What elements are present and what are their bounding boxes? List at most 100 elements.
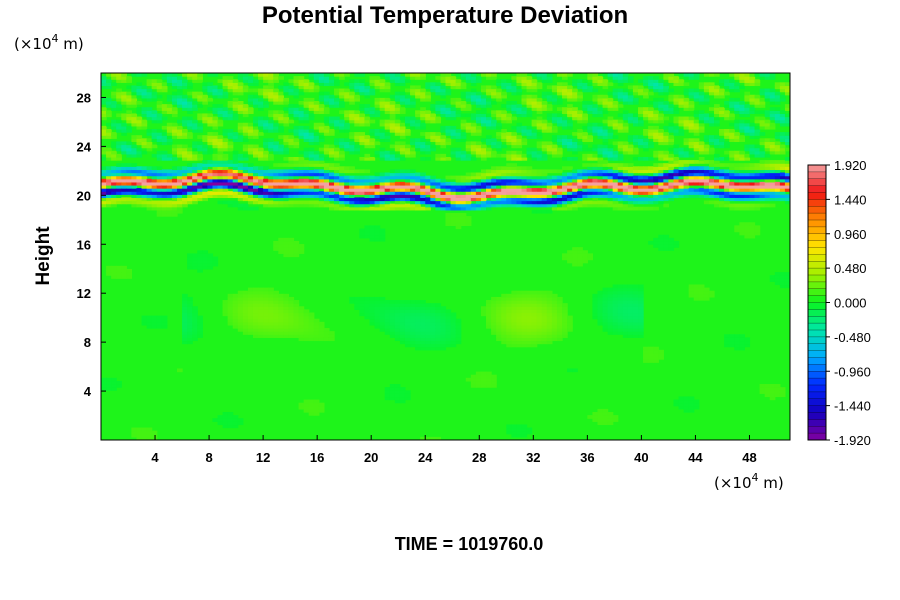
heatmap-cell — [612, 94, 619, 99]
heatmap-cell — [496, 153, 502, 158]
heatmap-cell — [445, 216, 452, 220]
heatmap-cell — [470, 175, 477, 180]
heatmap-cell — [460, 212, 467, 217]
heatmap-cell — [511, 135, 518, 139]
heatmap-cell — [298, 178, 305, 183]
heatmap-cell — [232, 178, 239, 183]
heatmap-cell — [556, 300, 563, 304]
heatmap-cell — [653, 97, 659, 102]
heatmap-cell — [379, 300, 386, 304]
heatmap-cell — [486, 172, 492, 177]
heatmap-cell — [410, 119, 416, 124]
heatmap-cell — [455, 331, 462, 335]
heatmap-cell — [668, 172, 675, 177]
heatmap-cell — [567, 144, 573, 149]
heatmap-cell — [101, 132, 107, 136]
heatmap-cell — [136, 122, 143, 127]
heatmap-cell — [526, 88, 533, 93]
heatmap-cell — [486, 200, 492, 205]
heatmap-cell — [658, 191, 664, 195]
heatmap-cell — [212, 169, 219, 174]
heatmap-cell — [252, 119, 259, 124]
heatmap-cell — [480, 153, 487, 158]
heatmap-cell — [156, 184, 163, 189]
heatmap-cell — [146, 315, 153, 320]
heatmap-cell — [288, 141, 295, 146]
heatmap-cell — [252, 191, 259, 195]
heatmap-cell — [632, 85, 639, 90]
heatmap-cell — [389, 315, 396, 320]
heatmap-cell — [202, 175, 208, 180]
heatmap-cell — [480, 197, 487, 202]
heatmap-cell — [369, 234, 376, 239]
heatmap-cell — [693, 73, 700, 77]
heatmap-cell — [247, 200, 254, 205]
heatmap-cell — [465, 216, 472, 220]
heatmap-cell — [227, 296, 234, 301]
heatmap-cell — [141, 166, 148, 171]
heatmap-cell — [354, 113, 360, 118]
heatmap-cell — [247, 128, 254, 133]
heatmap-cell — [318, 125, 325, 130]
heatmap-cell — [683, 76, 690, 80]
heatmap-cell — [562, 318, 568, 323]
heatmap-cell — [430, 331, 436, 335]
heatmap-cell — [536, 293, 543, 298]
heatmap-cell — [344, 197, 350, 202]
heatmap-cell — [541, 73, 548, 77]
heatmap-cell — [506, 156, 512, 161]
heatmap-cell — [602, 160, 609, 164]
heatmap-cell — [511, 110, 518, 115]
heatmap-cell — [577, 135, 583, 139]
heatmap-cell — [531, 153, 538, 158]
heatmap-cell — [116, 91, 122, 96]
heatmap-cell — [187, 156, 193, 161]
heatmap-cell — [663, 116, 670, 121]
heatmap-cell — [106, 113, 112, 118]
heatmap-cell — [420, 197, 426, 202]
heatmap-cell — [166, 206, 173, 211]
heatmap-cell — [182, 293, 188, 298]
heatmap-cell — [192, 175, 198, 180]
heatmap-cell — [273, 188, 279, 192]
heatmap-cell — [258, 334, 264, 338]
heatmap-cell — [344, 181, 350, 186]
heatmap-cell — [658, 141, 664, 146]
heatmap-cell — [602, 418, 609, 422]
heatmap-cell — [617, 91, 624, 96]
heatmap-cell — [511, 312, 518, 317]
heatmap-cell — [567, 122, 573, 127]
heatmap-cell — [404, 206, 411, 211]
heatmap-cell — [227, 132, 234, 136]
heatmap-cell — [318, 110, 325, 115]
heatmap-cell — [501, 334, 507, 338]
heatmap-cell — [678, 405, 685, 410]
heatmap-cell — [445, 206, 452, 211]
heatmap-cell — [359, 122, 366, 127]
heatmap-cell — [536, 334, 543, 338]
heatmap-cell — [349, 119, 355, 124]
heatmap-cell — [622, 321, 629, 326]
heatmap-cell — [572, 94, 578, 99]
heatmap-cell — [597, 132, 604, 136]
heatmap-cell — [410, 116, 416, 121]
heatmap-cell — [227, 181, 234, 186]
heatmap-cell — [663, 244, 670, 248]
heatmap-cell — [627, 163, 634, 167]
heatmap-cell — [141, 178, 148, 183]
heatmap-cell — [263, 287, 269, 292]
heatmap-cell — [693, 402, 700, 407]
heatmap-cell — [344, 191, 350, 195]
heatmap-cell — [227, 412, 234, 416]
heatmap-cell — [293, 328, 300, 332]
heatmap-cell — [131, 169, 138, 174]
heatmap-cell — [182, 324, 188, 329]
heatmap-cell — [328, 188, 335, 192]
heatmap-cell — [379, 328, 386, 332]
heatmap-cell — [420, 97, 426, 102]
heatmap-cell — [470, 150, 477, 155]
heatmap-cell — [551, 191, 558, 195]
heatmap-cell — [364, 296, 371, 301]
heatmap-cell — [197, 73, 203, 77]
heatmap-cell — [247, 163, 254, 167]
